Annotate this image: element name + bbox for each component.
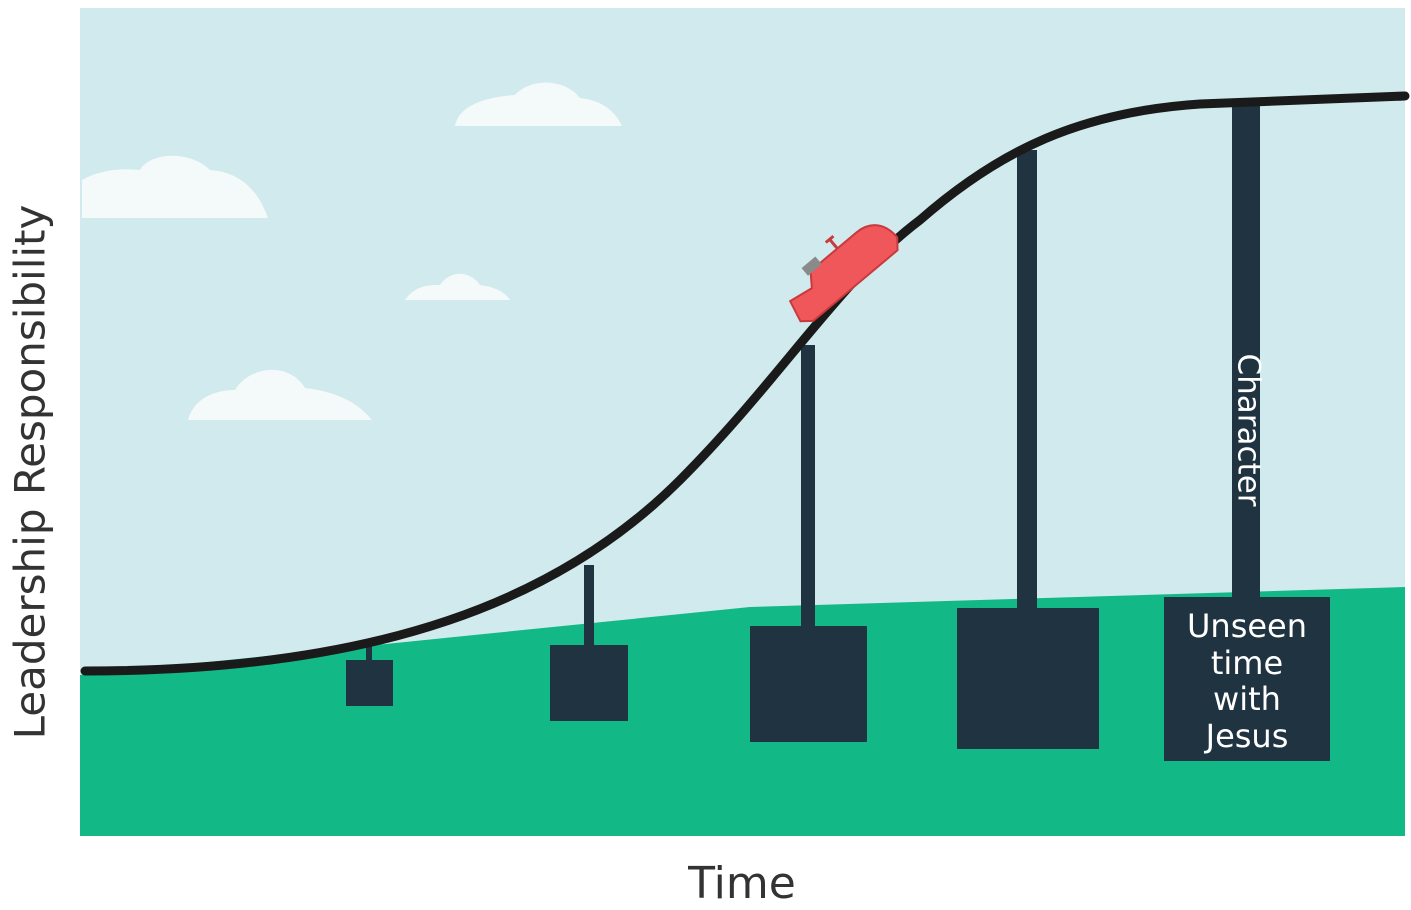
x-axis-label: Time [687, 858, 796, 909]
pillar [801, 345, 815, 628]
footing [957, 608, 1099, 749]
y-axis-label: Leadership Responsibility [6, 205, 55, 740]
footing-label: Jesus [1204, 717, 1289, 755]
footing-label: Unseen [1187, 607, 1307, 645]
footing [346, 660, 393, 706]
footing-label: with [1213, 680, 1281, 718]
pillar [1232, 100, 1260, 599]
pillar-label: Character [1231, 353, 1267, 506]
footing [550, 645, 628, 721]
pillar [1017, 150, 1037, 610]
footing [750, 626, 867, 742]
pillar [584, 565, 594, 647]
diagram: Character Unseen time with Jesus Leaders… [0, 0, 1411, 910]
footing-label: time [1211, 644, 1283, 682]
